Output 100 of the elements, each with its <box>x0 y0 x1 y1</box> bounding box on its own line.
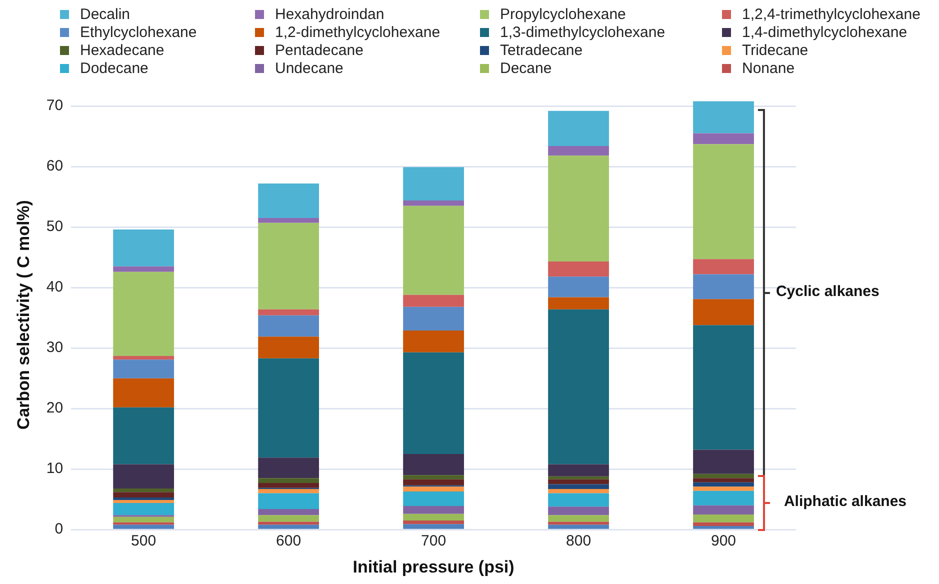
bar <box>403 200 464 206</box>
bar <box>693 259 754 274</box>
y-tick-label: 40 <box>46 278 64 296</box>
bar <box>258 483 320 488</box>
bar <box>548 506 609 516</box>
bar <box>113 516 174 522</box>
bar <box>113 488 174 492</box>
bar <box>113 360 174 378</box>
y-tick-label: 20 <box>46 400 64 417</box>
bar <box>548 515 609 522</box>
legend-label: Decane <box>500 60 552 77</box>
bar <box>403 524 464 529</box>
bar <box>403 294 464 307</box>
y-tick-label: 30 <box>46 339 64 356</box>
bar <box>693 133 754 144</box>
x-tick-label: 800 <box>566 532 592 550</box>
bar <box>693 505 754 514</box>
bar <box>403 475 464 480</box>
y-tick-label: 0 <box>54 520 64 538</box>
annotation: Cyclic alkanes <box>776 283 880 300</box>
bar <box>403 330 464 352</box>
bar <box>693 144 754 260</box>
bar <box>548 276 609 298</box>
legend-label: 1,2,4-trimethylcyclohexane <box>742 6 920 23</box>
bar <box>403 352 464 454</box>
bar <box>258 458 320 478</box>
bar <box>113 356 174 360</box>
bar <box>693 299 754 326</box>
bar <box>113 378 174 408</box>
bar <box>258 489 320 494</box>
legend-label: 1,4-dimethylcyclohexane <box>742 24 908 41</box>
bar <box>113 464 174 488</box>
bar <box>693 450 754 474</box>
bar <box>403 486 464 492</box>
bar <box>548 476 609 480</box>
bar <box>258 478 320 484</box>
bar <box>693 274 754 300</box>
y-axis-title: Carbon selectivity ( C mol%) <box>14 200 33 430</box>
bar <box>403 506 464 514</box>
x-tick-label: 600 <box>276 532 302 550</box>
legend-label: Propylcyclohexane <box>500 6 626 23</box>
y-tick-label: 70 <box>46 97 64 114</box>
legend-label: Tetradecane <box>500 42 583 59</box>
bar <box>113 502 174 516</box>
legend-label: 1,2-dimethylcyclohexane <box>275 24 440 41</box>
bar <box>693 478 754 482</box>
legend-label: Hexahydroindan <box>275 6 384 23</box>
bar <box>258 515 320 522</box>
bar <box>693 474 754 478</box>
bar <box>258 336 320 358</box>
bar <box>693 325 754 450</box>
bar <box>113 229 174 266</box>
x-tick-label: 900 <box>710 532 736 550</box>
x-axis-title: Initial pressure (psi) <box>352 557 514 576</box>
bar <box>258 493 320 510</box>
legend-label: Tridecane <box>742 42 808 59</box>
bar <box>258 522 320 525</box>
x-tick-label: 500 <box>131 532 156 550</box>
bar <box>113 522 174 525</box>
bar <box>548 493 609 507</box>
bar <box>548 146 609 156</box>
bar <box>113 492 174 498</box>
bar <box>693 482 754 487</box>
legend-label: Decalin <box>80 6 130 23</box>
legend-label: 1,3-dimethylcyclohexane <box>500 24 666 41</box>
bar <box>258 222 320 310</box>
bar <box>693 514 754 522</box>
legend-label: Hexadecane <box>80 42 164 59</box>
legend-label: Ethylcyclohexane <box>80 24 197 41</box>
bar <box>113 524 174 529</box>
bar <box>113 266 174 272</box>
bar <box>113 500 174 503</box>
bar <box>548 479 609 484</box>
bar <box>258 218 320 223</box>
bar <box>258 509 320 516</box>
y-tick-label: 50 <box>46 218 64 236</box>
bar <box>113 407 174 464</box>
bar <box>258 524 320 529</box>
bar <box>258 358 320 458</box>
bar <box>548 110 609 146</box>
annotation: Aliphatic alkanes <box>784 493 907 510</box>
bar <box>403 520 464 524</box>
bar <box>548 524 609 529</box>
bar <box>693 490 754 506</box>
bar <box>693 101 754 134</box>
y-tick-label: 60 <box>46 158 64 175</box>
bar <box>403 167 464 200</box>
bar <box>548 522 609 525</box>
bar <box>403 206 464 295</box>
bar <box>548 262 609 277</box>
bar <box>548 489 609 494</box>
legend-label: Pentadecane <box>275 42 364 59</box>
legend-label: Undecane <box>275 60 344 77</box>
bar <box>258 309 320 316</box>
x-tick-label: 700 <box>421 532 446 550</box>
legend-label: Dodecane <box>80 60 148 77</box>
bar <box>548 309 609 464</box>
bar <box>693 486 754 491</box>
bar <box>548 484 609 490</box>
bar <box>403 514 464 521</box>
